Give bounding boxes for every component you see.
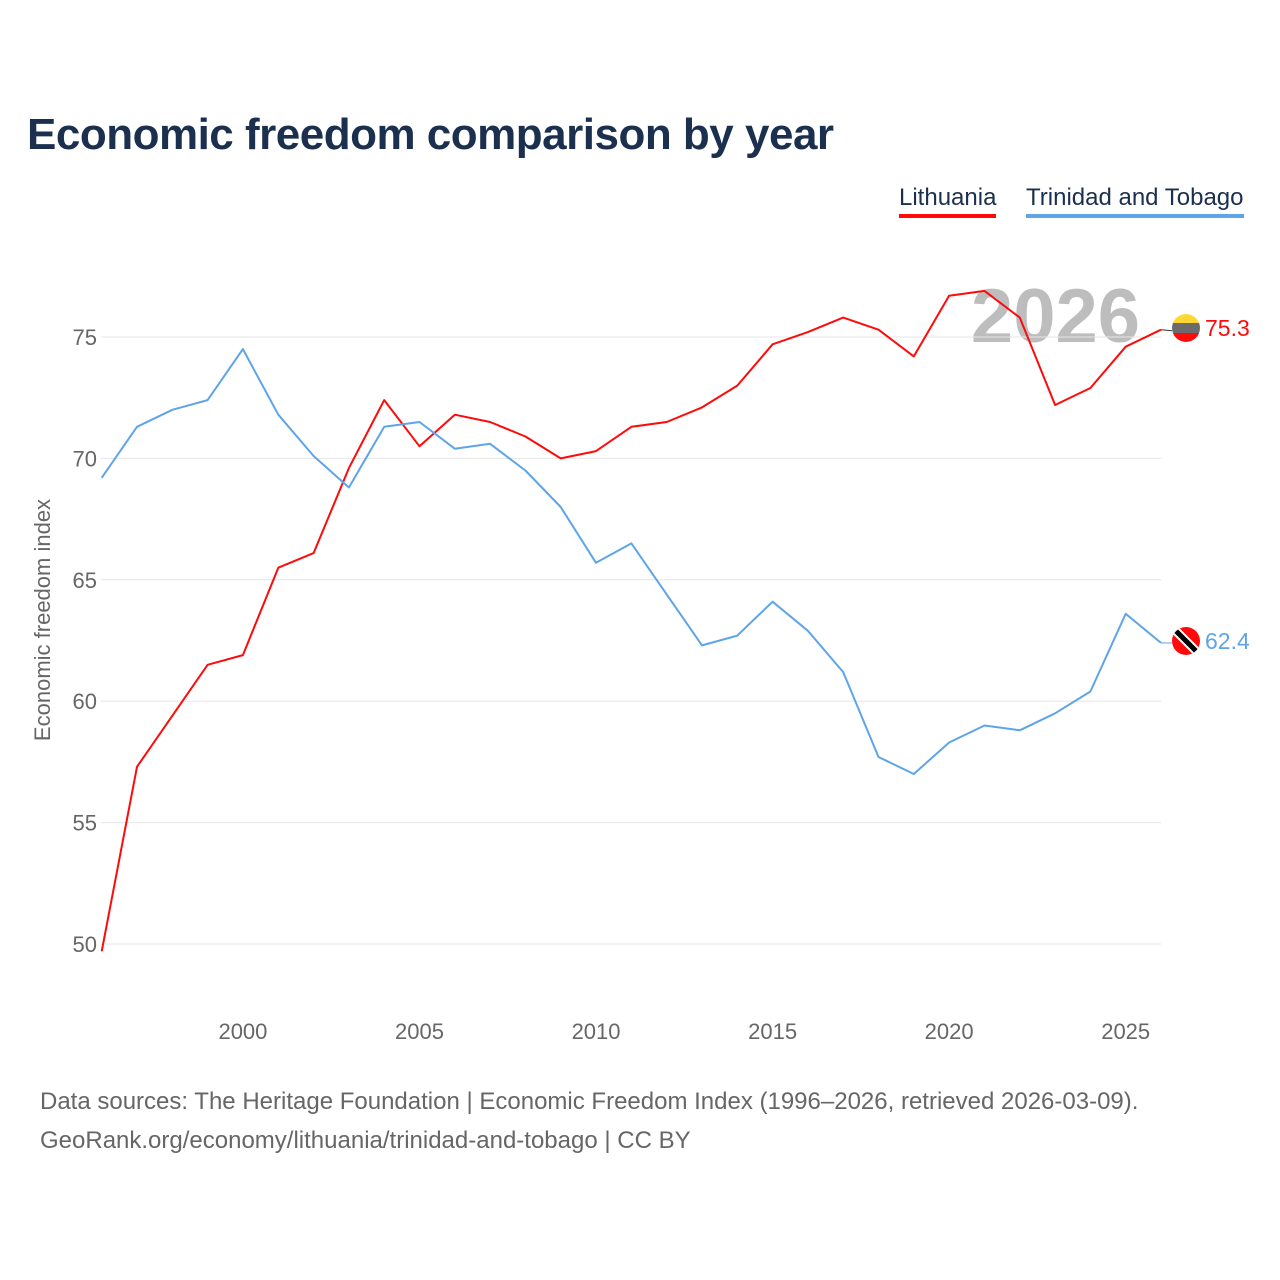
x-tick-label: 2025	[1101, 1019, 1150, 1044]
y-tick-label: 75	[73, 325, 97, 350]
legend-lithuania[interactable]: Lithuania	[899, 184, 997, 218]
y-tick-label: 70	[73, 446, 97, 471]
y-tick-label: 55	[73, 811, 97, 836]
x-tick-label: 2000	[218, 1019, 267, 1044]
x-tick-label: 2020	[925, 1019, 974, 1044]
y-axis-label: Economic freedom index	[30, 499, 55, 741]
year-watermark: 2026	[971, 274, 1140, 359]
series-line-lithuania	[100, 289, 1162, 952]
source-line-2[interactable]: GeoRank.org/economy/lithuania/trinidad-a…	[40, 1127, 691, 1154]
trinidad-and-tobago-flag-icon	[1172, 627, 1200, 655]
x-tick-label: 2015	[748, 1019, 797, 1044]
y-tick-label: 50	[73, 932, 97, 957]
lithuania-end-label: 75.3	[1205, 315, 1250, 341]
y-tick-label: 65	[73, 568, 97, 593]
lithuania-flag-icon	[1172, 314, 1200, 342]
end-connector	[1160, 329, 1173, 332]
x-tick-label: 2010	[572, 1019, 621, 1044]
x-tick-label: 2005	[395, 1019, 444, 1044]
y-tick-label: 60	[73, 689, 97, 714]
chart-title: Economic freedom comparison by year	[27, 110, 834, 159]
series-line-trinidad-and-tobago	[100, 348, 1162, 775]
legend-trinidad-and-tobago[interactable]: Trinidad and Tobago	[1026, 184, 1244, 218]
trinidad-end-label: 62.4	[1205, 628, 1250, 654]
source-line-1: Data sources: The Heritage Foundation | …	[40, 1088, 1139, 1115]
